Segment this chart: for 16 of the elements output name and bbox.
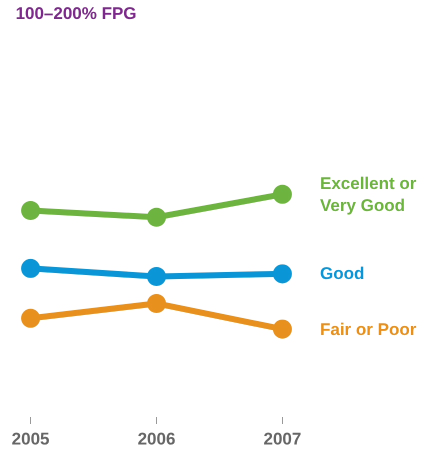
point [21, 258, 40, 278]
x-tick-label: 2007 [263, 429, 302, 448]
series-label: Good [320, 264, 364, 283]
x-tick-label: 2006 [138, 429, 176, 448]
point [272, 264, 292, 284]
point [21, 200, 40, 220]
chart-title: 100–200% FPG [16, 4, 137, 23]
series-label: Excellent or Very Good [320, 174, 417, 216]
point [21, 308, 40, 328]
series-label: Fair or Poor [320, 320, 417, 339]
x-tick-label: 2005 [12, 429, 50, 448]
point [272, 184, 292, 204]
point [272, 320, 292, 339]
point [147, 208, 166, 227]
point [147, 267, 166, 286]
point [147, 294, 166, 313]
